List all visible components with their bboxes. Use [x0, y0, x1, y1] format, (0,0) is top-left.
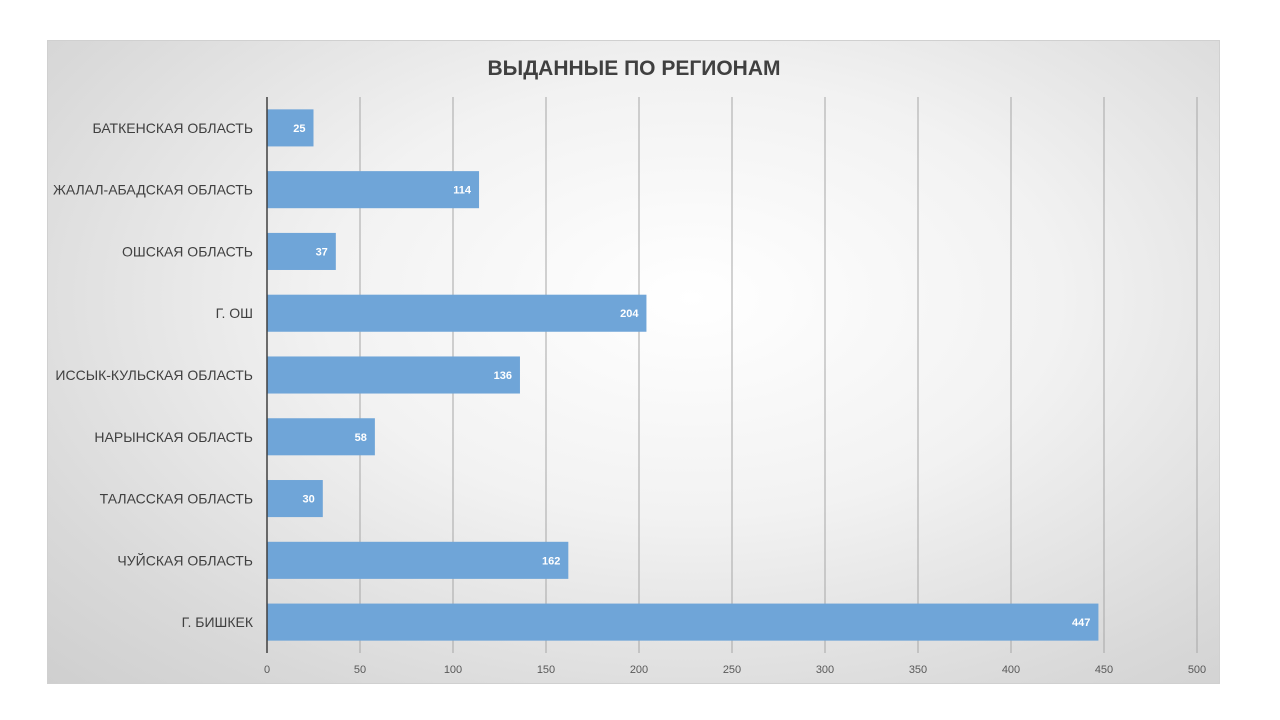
category-label: Г. ОШ: [216, 305, 253, 321]
chart-title: ВЫДАННЫЕ ПО РЕГИОНАМ: [487, 57, 780, 80]
x-tick-label: 350: [909, 664, 927, 676]
category-label: ЖАЛАЛ-АБАДСКАЯ ОБЛАСТЬ: [53, 182, 253, 198]
x-tick-label: 500: [1188, 664, 1206, 676]
category-labels: БАТКЕНСКАЯ ОБЛАСТЬ ЖАЛАЛ-АБАДСКАЯ ОБЛАСТЬ…: [53, 120, 254, 630]
x-tick-label: 50: [354, 664, 366, 676]
bar: [267, 480, 323, 518]
x-tick-label: 200: [630, 664, 648, 676]
data-label: 204: [620, 308, 639, 320]
bar: [267, 171, 480, 209]
bar: [267, 356, 520, 394]
data-label: 447: [1072, 617, 1090, 629]
x-tick-label: 0: [264, 664, 270, 676]
x-tick-label: 300: [816, 664, 834, 676]
bar: [267, 294, 647, 332]
bars: 25 114 37 204 136 58 30 162 447: [267, 109, 1099, 641]
bar: [267, 109, 314, 147]
data-label: 114: [453, 185, 472, 197]
data-label: 30: [303, 494, 315, 506]
data-label: 37: [316, 246, 328, 258]
x-tick-label: 400: [1002, 664, 1020, 676]
category-label: ИССЫК-КУЛЬСКАЯ ОБЛАСТЬ: [55, 367, 253, 383]
x-tick-label: 450: [1095, 664, 1113, 676]
bar: [267, 603, 1099, 641]
x-tick-label: 150: [537, 664, 555, 676]
bar-chart: ВЫДАННЫЕ ПО РЕГИОНАМ 25 114 37 204 136 58 30 16…: [53, 57, 1206, 676]
category-label: Г. БИШКЕК: [182, 614, 254, 630]
data-label: 162: [542, 555, 560, 567]
category-label: ЧУЙСКАЯ ОБЛАСТЬ: [117, 551, 253, 568]
category-label: НАРЫНСКАЯ ОБЛАСТЬ: [94, 429, 253, 445]
data-label: 25: [293, 123, 305, 135]
category-label: ОШСКАЯ ОБЛАСТЬ: [122, 243, 253, 259]
data-label: 136: [494, 370, 512, 382]
x-axis-ticks: 0 50 100 150 200 250 300 350 400 450 500: [264, 664, 1206, 676]
x-tick-label: 100: [444, 664, 462, 676]
bar: [267, 418, 375, 456]
x-tick-label: 250: [723, 664, 741, 676]
data-label: 58: [355, 432, 367, 444]
category-label: БАТКЕНСКАЯ ОБЛАСТЬ: [92, 120, 253, 136]
chart-panel: ВЫДАННЫЕ ПО РЕГИОНАМ 25 114 37 204 136 58 30 16…: [47, 40, 1220, 684]
bar: [267, 232, 336, 270]
category-label: ТАЛАССКАЯ ОБЛАСТЬ: [100, 491, 253, 507]
bar: [267, 541, 569, 579]
